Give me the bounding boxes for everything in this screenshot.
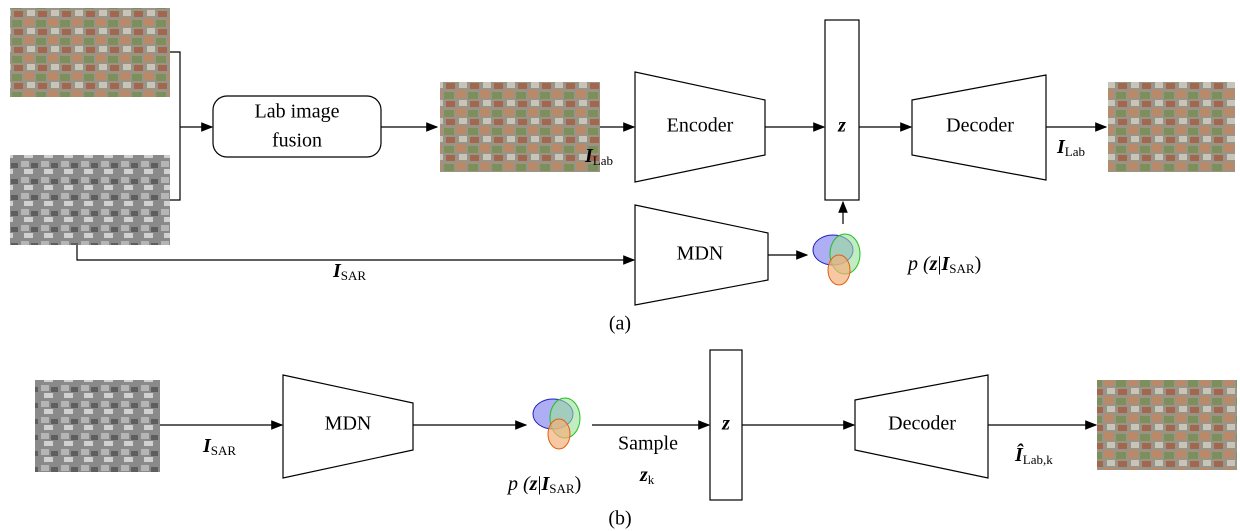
caption: (b) bbox=[608, 508, 631, 530]
mdn-label: MDN bbox=[325, 413, 372, 435]
text-part: Lab bbox=[1065, 144, 1085, 159]
text-part: p ( bbox=[906, 253, 931, 275]
decoder-label: Decoder bbox=[888, 413, 956, 435]
text-part: Lab bbox=[593, 153, 613, 168]
text-part: z bbox=[929, 253, 938, 275]
fusion-label: fusion bbox=[272, 130, 322, 152]
mdn-label: MDN bbox=[677, 243, 724, 265]
sample-label: Sample bbox=[618, 433, 678, 455]
math-label: ILab bbox=[1056, 136, 1085, 159]
text-part: k bbox=[648, 472, 655, 487]
text-part: SAR bbox=[341, 268, 367, 283]
latent-label: z bbox=[837, 115, 846, 137]
math-label: ISAR bbox=[332, 260, 366, 283]
arrow bbox=[170, 52, 212, 200]
optical-image bbox=[10, 8, 170, 97]
text-part: Lab,k bbox=[1023, 452, 1053, 467]
text-part: ) bbox=[575, 473, 582, 495]
gaussian-mixture bbox=[533, 398, 580, 449]
text-part: SAR bbox=[211, 443, 237, 458]
fused-image bbox=[440, 82, 600, 172]
latent-box bbox=[825, 20, 859, 200]
text-part: SAR bbox=[949, 261, 975, 276]
latent-label: z bbox=[721, 413, 730, 435]
fusion-label: Lab image bbox=[255, 101, 340, 123]
math-label: zk bbox=[639, 464, 655, 487]
encoder-label: Encoder bbox=[667, 115, 734, 137]
arrow bbox=[77, 245, 634, 260]
sar-image bbox=[35, 380, 160, 472]
output-image bbox=[1108, 82, 1235, 172]
math-label: p (z|ISAR) bbox=[906, 253, 981, 276]
diagram: Lab image fusion Encoder z Decoder MDN I… bbox=[0, 0, 1240, 531]
math-label: p (z|ISAR) bbox=[506, 473, 581, 496]
math-label: ÎLab,k bbox=[1014, 442, 1053, 467]
text-part: SAR bbox=[549, 481, 575, 496]
sar-image bbox=[10, 155, 170, 245]
text-part: z bbox=[639, 464, 648, 486]
text-part: p ( bbox=[506, 473, 531, 495]
output-image bbox=[1097, 380, 1237, 470]
gaussian-mixture bbox=[813, 234, 860, 285]
decoder-label: Decoder bbox=[946, 115, 1014, 137]
caption: (a) bbox=[609, 313, 631, 335]
text-part: z bbox=[529, 473, 538, 495]
text-part: ) bbox=[975, 253, 982, 275]
math-label: ISAR bbox=[202, 435, 236, 458]
